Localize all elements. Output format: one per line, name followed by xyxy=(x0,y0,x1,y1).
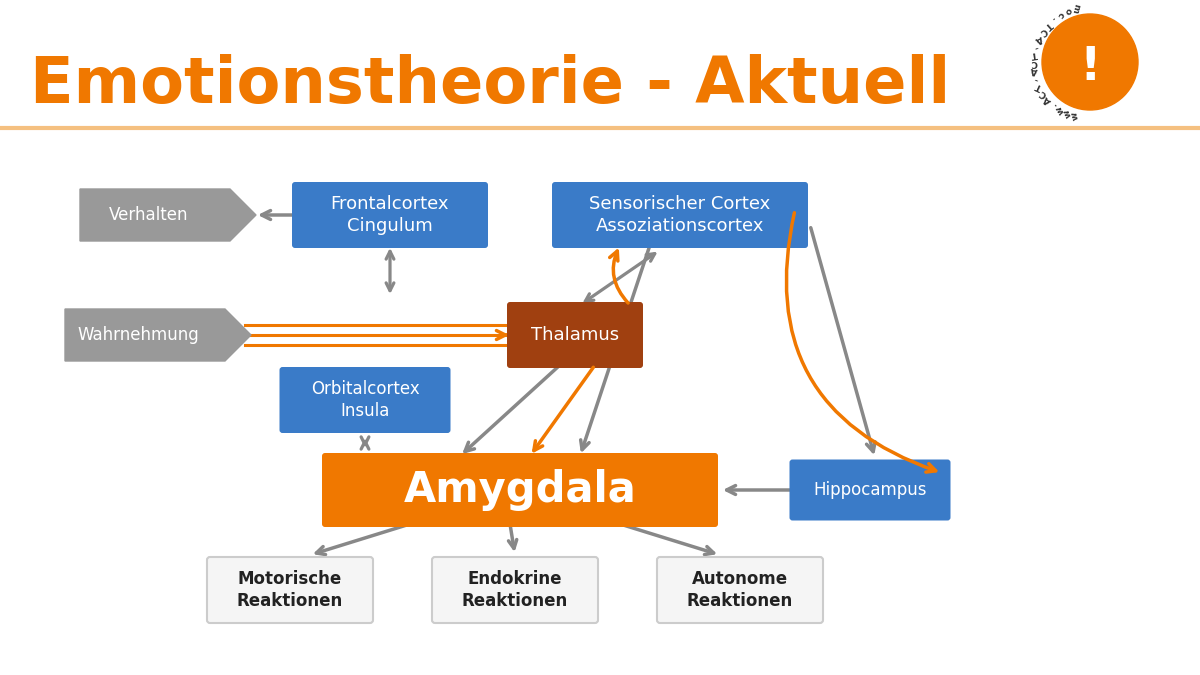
Text: T: T xyxy=(1034,80,1044,91)
Circle shape xyxy=(1042,14,1138,110)
Text: C: C xyxy=(1031,57,1037,67)
Text: w: w xyxy=(1055,104,1067,115)
FancyBboxPatch shape xyxy=(552,182,808,248)
FancyBboxPatch shape xyxy=(322,453,718,527)
Text: T: T xyxy=(1043,20,1054,30)
Text: C: C xyxy=(1038,26,1049,37)
Text: .: . xyxy=(1050,101,1058,109)
Text: Autonome
Reaktionen: Autonome Reaktionen xyxy=(686,570,793,610)
FancyBboxPatch shape xyxy=(280,367,450,433)
Text: w: w xyxy=(1070,111,1081,122)
Polygon shape xyxy=(80,189,256,241)
Text: Verhalten: Verhalten xyxy=(109,206,188,224)
Text: T: T xyxy=(1031,49,1038,59)
Text: Wahrnehmung: Wahrnehmung xyxy=(78,326,199,344)
FancyBboxPatch shape xyxy=(208,557,373,623)
FancyBboxPatch shape xyxy=(432,557,598,623)
Text: Amygdala: Amygdala xyxy=(403,469,636,511)
FancyBboxPatch shape xyxy=(508,302,643,368)
Text: Emotionstheorie - Aktuell: Emotionstheorie - Aktuell xyxy=(30,54,950,116)
Text: c: c xyxy=(1055,9,1066,19)
Text: .: . xyxy=(1050,15,1058,23)
Polygon shape xyxy=(65,309,251,361)
Text: w: w xyxy=(1062,108,1074,119)
Text: Frontalcortex
Cingulum: Frontalcortex Cingulum xyxy=(331,195,449,235)
Text: C: C xyxy=(1038,87,1049,99)
Text: Sensorischer Cortex
Assoziationscortex: Sensorischer Cortex Assoziationscortex xyxy=(589,195,770,235)
Text: m: m xyxy=(1070,2,1081,14)
FancyBboxPatch shape xyxy=(790,460,950,520)
Text: Hippocampus: Hippocampus xyxy=(814,481,926,499)
FancyBboxPatch shape xyxy=(292,182,488,248)
Text: -: - xyxy=(1033,73,1039,83)
Text: A: A xyxy=(1034,33,1044,44)
Text: Thalamus: Thalamus xyxy=(530,326,619,344)
Text: -: - xyxy=(1033,41,1039,51)
Text: Orbitalcortex
Insula: Orbitalcortex Insula xyxy=(311,380,419,420)
Text: Endokrine
Reaktionen: Endokrine Reaktionen xyxy=(462,570,568,610)
Text: !: ! xyxy=(1079,45,1100,90)
FancyBboxPatch shape xyxy=(658,557,823,623)
Text: Motorische
Reaktionen: Motorische Reaktionen xyxy=(236,570,343,610)
Text: o: o xyxy=(1062,6,1073,15)
Text: A: A xyxy=(1031,65,1039,75)
Text: A: A xyxy=(1043,94,1054,105)
